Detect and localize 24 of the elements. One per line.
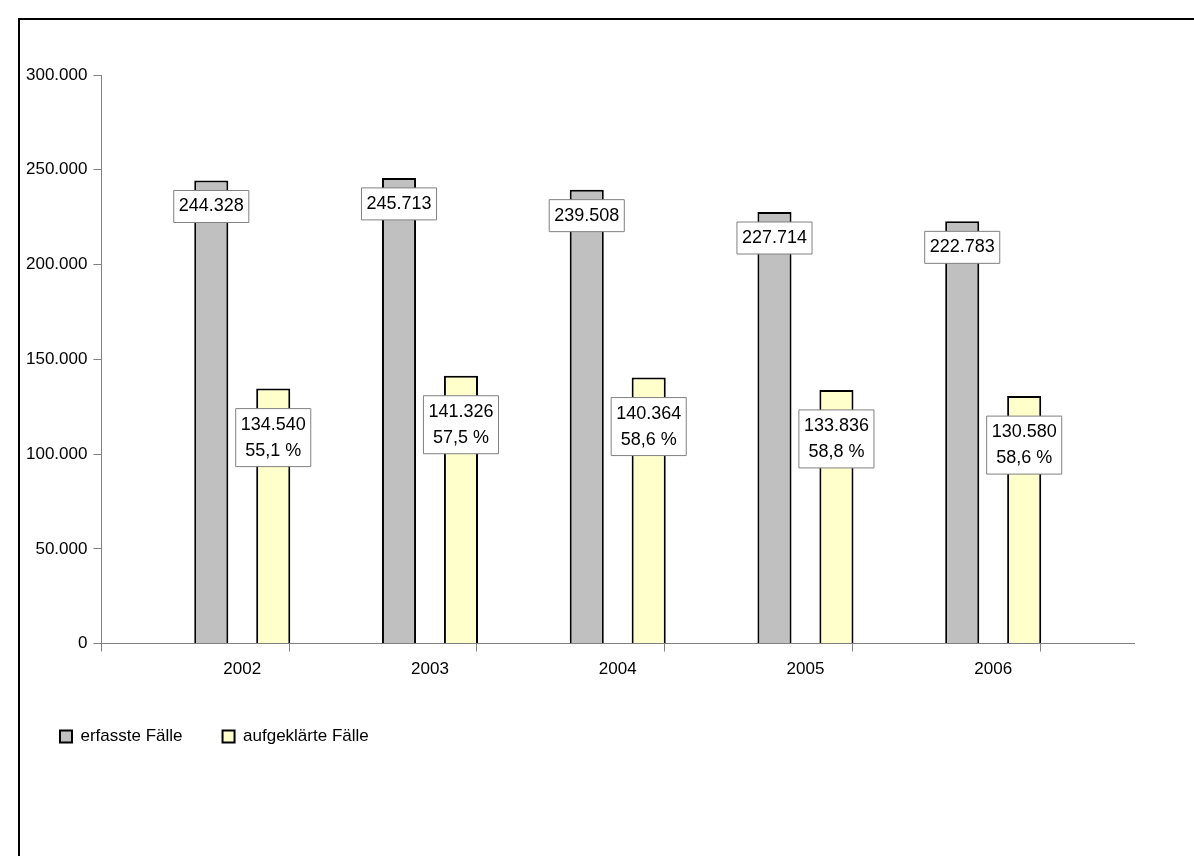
legend-label: aufgeklärte Fälle	[243, 726, 369, 746]
data-label: 133.836 58,8 %	[803, 414, 869, 461]
y-tick-label: 0	[77, 633, 88, 653]
x-tick-label: 2004	[598, 659, 637, 679]
x-tick-label: 2002	[223, 659, 262, 679]
data-label: 140.364 58,6 %	[616, 402, 682, 449]
y-tick-label: 50.000	[35, 538, 88, 558]
y-tick-label: 100.000	[26, 443, 88, 463]
y-tick-label: 250.000	[26, 159, 88, 179]
data-label: 244.328	[178, 195, 244, 216]
data-label: 130.580 58,6 %	[991, 421, 1057, 468]
legend-label: erfasste Fälle	[80, 726, 183, 746]
x-tick-label: 2006	[974, 659, 1013, 679]
data-label: 222.783	[929, 236, 995, 257]
y-tick-label: 300.000	[26, 64, 88, 84]
data-label: 141.326 57,5 %	[428, 400, 494, 447]
x-tick-label: 2005	[786, 659, 825, 679]
data-label: 134.540 55,1 %	[240, 413, 306, 460]
data-label: 227.714	[741, 226, 808, 247]
y-tick-label: 150.000	[26, 348, 88, 368]
y-tick-label: 200.000	[26, 254, 88, 274]
data-label: 245.713	[366, 192, 432, 213]
data-label: 239.508	[554, 204, 620, 225]
x-tick-label: 2003	[411, 659, 449, 679]
